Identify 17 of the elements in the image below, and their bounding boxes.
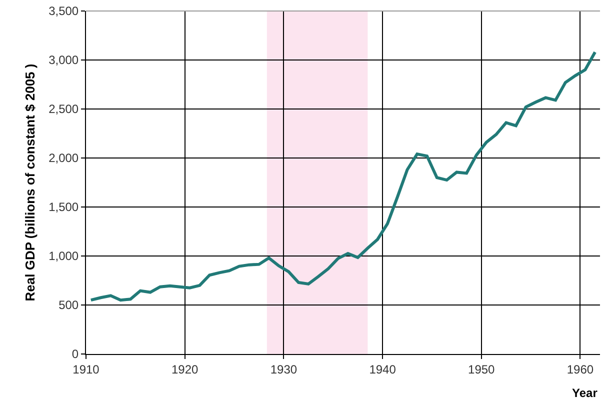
y-tick-label: 1,000	[48, 249, 79, 264]
y-tick-label: 1,500	[48, 200, 79, 214]
y-tick-label: 0	[72, 347, 79, 362]
x-tick-label: 1950	[468, 362, 496, 376]
x-tick-label: 1940	[369, 362, 396, 376]
y-axis-title: Real GDP (billions of constant $ 2005 )	[22, 64, 38, 302]
y-tick-label: 2,000	[48, 151, 79, 166]
x-tick-label: 1920	[172, 362, 199, 376]
y-tick-label: 500	[58, 298, 79, 312]
x-tick-label: 1960	[566, 362, 594, 376]
y-tick-label: 2,500	[48, 102, 79, 116]
y-tick-label: 3,500	[48, 4, 79, 18]
x-tick-label: 1910	[72, 362, 100, 376]
line-series	[89, 50, 597, 302]
y-tick-label: 3,000	[48, 53, 79, 68]
x-tick-label: 1930	[270, 362, 298, 376]
x-axis-title: Year	[572, 386, 598, 398]
